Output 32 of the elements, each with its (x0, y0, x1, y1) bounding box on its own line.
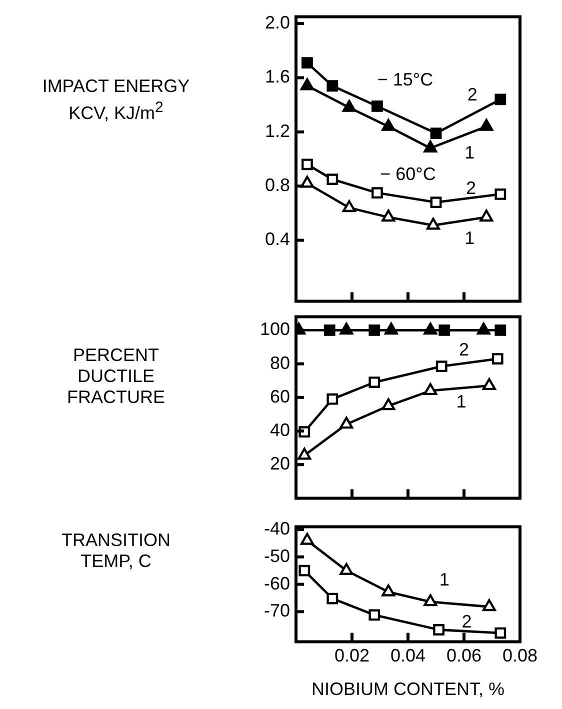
annotation: 2 (462, 612, 472, 632)
y-axis-title: IMPACT ENERGY KCV, KJ/m$^{2}$ (41, 76, 191, 124)
y-tick-label: 100 (260, 319, 290, 340)
annotation: 1 (464, 228, 475, 248)
y-tick-label: 20 (270, 454, 290, 474)
x-tick-label: 0.08 (502, 646, 538, 666)
y-tick-label: 1.6 (264, 66, 290, 87)
annotation: − 60°C (380, 164, 436, 184)
annotation: 2 (466, 178, 476, 198)
x-tick-label: 0.04 (390, 646, 426, 666)
y-tick-label: -60 (264, 573, 290, 594)
annotation: 1 (464, 142, 475, 163)
x-tick-label: 0.02 (334, 646, 370, 666)
annotation: − 15°C (377, 69, 434, 90)
y-tick-label: -70 (264, 600, 290, 621)
y-tick-label: -40 (264, 518, 290, 539)
y-tick-label: 2.0 (264, 12, 290, 33)
y-tick-label: 40 (270, 420, 290, 440)
y-tick-label: 0.8 (264, 175, 290, 196)
x-axis-title: NIOBIUM CONTENT, % (311, 679, 505, 700)
x-tick-label: 0.06 (446, 646, 482, 666)
y-axis-title: TRANSITION TEMP, C (60, 530, 172, 572)
annotation: 1 (439, 569, 450, 590)
y-tick-label: 60 (270, 386, 290, 406)
y-tick-label: 1.2 (264, 120, 290, 141)
annotation: 1 (456, 391, 466, 412)
y-tick-label: 80 (270, 352, 290, 373)
annotation: 2 (458, 339, 470, 360)
annotation: 2 (467, 84, 478, 104)
y-tick-label: -50 (264, 546, 290, 566)
y-tick-label: 0.4 (264, 229, 290, 250)
y-axis-title: PERCENT DUCTILE FRACTURE (66, 345, 166, 408)
